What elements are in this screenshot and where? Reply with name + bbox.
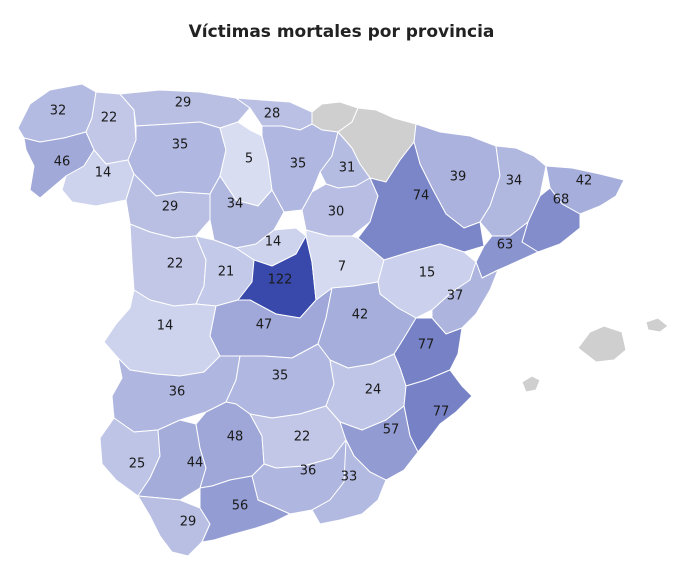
label-teruel: 15 bbox=[419, 266, 436, 281]
province-almeria[interactable] bbox=[311, 439, 387, 525]
label-sevilla: 44 bbox=[187, 456, 204, 471]
label-huesca: 39 bbox=[450, 170, 467, 185]
no-data-regions bbox=[311, 101, 669, 393]
label-huelva: 25 bbox=[129, 457, 146, 472]
provinces bbox=[17, 83, 625, 557]
label-lugo: 22 bbox=[101, 111, 118, 126]
label-a-coruna: 32 bbox=[50, 104, 67, 119]
label-soria: 30 bbox=[328, 205, 345, 220]
label-salamanca: 22 bbox=[167, 257, 184, 272]
label-jaen: 22 bbox=[294, 430, 311, 445]
label-albacete: 24 bbox=[365, 383, 382, 398]
label-la-rioja: 31 bbox=[339, 161, 356, 176]
label-palencia: 5 bbox=[245, 152, 253, 167]
province-valladolid[interactable] bbox=[209, 175, 285, 249]
value-labels: 32 22 29 28 46 14 35 5 35 31 29 34 30 39… bbox=[50, 96, 593, 530]
label-cordoba: 48 bbox=[227, 430, 244, 445]
label-malaga: 56 bbox=[232, 499, 249, 514]
label-guadalajara: 7 bbox=[338, 260, 346, 275]
label-zaragoza: 74 bbox=[413, 189, 430, 204]
label-toledo: 47 bbox=[256, 318, 273, 333]
label-asturias: 29 bbox=[175, 96, 192, 111]
province-tarragona[interactable] bbox=[475, 221, 539, 279]
label-zamora: 29 bbox=[162, 200, 179, 215]
label-madrid: 122 bbox=[268, 273, 293, 288]
region-baleares bbox=[521, 317, 669, 393]
label-segovia: 14 bbox=[265, 235, 282, 250]
map-title: Víctimas mortales por provincia bbox=[188, 22, 495, 42]
province-cadiz[interactable] bbox=[137, 495, 211, 557]
label-valladolid: 34 bbox=[227, 197, 244, 212]
label-lleida: 34 bbox=[506, 174, 523, 189]
label-granada: 36 bbox=[300, 464, 317, 479]
label-girona: 42 bbox=[576, 174, 593, 189]
label-alicante: 77 bbox=[433, 405, 450, 420]
province-castellon[interactable] bbox=[431, 261, 499, 335]
province-malaga[interactable] bbox=[199, 475, 291, 543]
province-sevilla[interactable] bbox=[137, 419, 207, 501]
label-murcia: 57 bbox=[383, 423, 400, 438]
label-leon: 35 bbox=[172, 138, 189, 153]
label-ourense: 14 bbox=[95, 166, 112, 181]
label-cadiz: 29 bbox=[180, 515, 197, 530]
label-ciudad-real: 35 bbox=[272, 369, 289, 384]
label-avila: 21 bbox=[218, 265, 235, 280]
label-pontevedra: 46 bbox=[54, 155, 71, 170]
label-burgos: 35 bbox=[290, 157, 307, 172]
label-caceres: 14 bbox=[157, 319, 174, 334]
label-castellon: 37 bbox=[447, 289, 464, 304]
label-valencia: 77 bbox=[418, 338, 435, 353]
label-barcelona: 68 bbox=[553, 193, 570, 208]
label-cuenca: 42 bbox=[352, 308, 369, 323]
label-cantabria: 28 bbox=[264, 107, 281, 122]
label-tarragona: 63 bbox=[497, 238, 514, 253]
label-almeria: 33 bbox=[341, 470, 358, 485]
label-badajoz: 36 bbox=[169, 385, 186, 400]
